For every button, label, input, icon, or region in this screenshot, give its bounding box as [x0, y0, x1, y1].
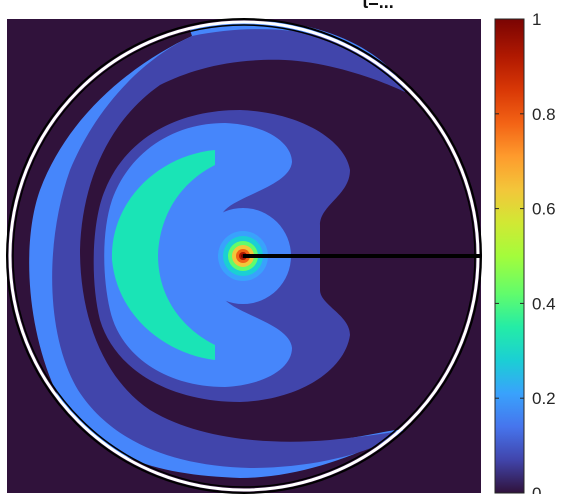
colorbar-ticks: 0 0.2 0.4 0.6 0.8 1 — [495, 10, 556, 494]
colorbar-tick-label: 0.8 — [532, 105, 556, 124]
colorbar-tick-label: 0.2 — [532, 389, 556, 408]
plot-title: t=... — [362, 0, 394, 12]
colorbar-frame — [494, 18, 525, 494]
colorbar-tick-label: 0.4 — [532, 294, 556, 313]
colorbar: 0 0.2 0.4 0.6 0.8 1 — [494, 10, 556, 494]
colorbar-gradient — [495, 19, 524, 493]
colorbar-tick-label: 0 — [532, 484, 541, 494]
colorbar-tick-label: 1 — [532, 10, 541, 29]
contour-middle-band — [52, 29, 405, 468]
contour-inner-crescent — [111, 150, 215, 360]
colorbar-tick-label: 0.6 — [532, 200, 556, 219]
